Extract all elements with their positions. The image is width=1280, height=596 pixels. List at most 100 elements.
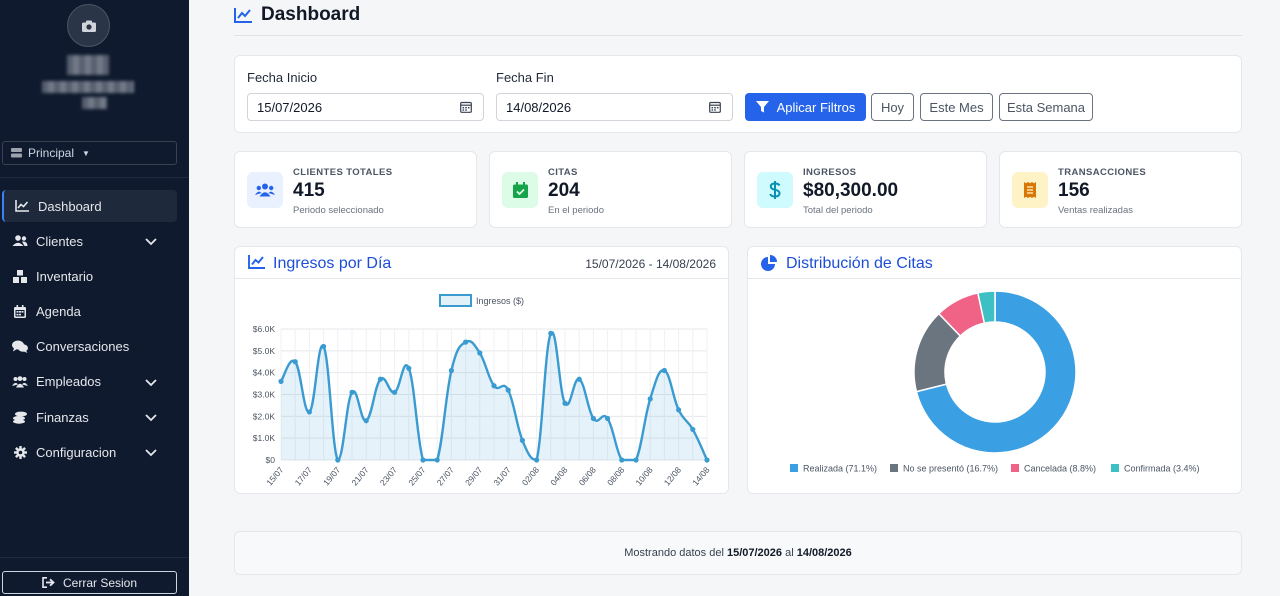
stat-card-appointments: CITAS 204 En el periodo <box>489 151 732 228</box>
x-tick-label: 21/07 <box>349 465 371 488</box>
footer-mid: al <box>785 547 794 559</box>
filters-card: Fecha Inicio 15/07/2026 Fecha Fin 14/08/… <box>234 55 1242 133</box>
data-point[interactable] <box>590 415 596 422</box>
header-divider <box>234 35 1242 36</box>
data-point[interactable] <box>619 457 625 463</box>
data-point[interactable] <box>278 378 284 384</box>
data-point[interactable] <box>534 457 540 463</box>
calendar-icon[interactable] <box>709 101 721 116</box>
y-tick-label: $4.0K <box>253 368 276 378</box>
camera-icon <box>81 20 96 32</box>
data-point[interactable] <box>406 365 412 371</box>
sidebar-item-label: Finanzas <box>36 409 89 425</box>
user-name-redacted <box>67 55 109 75</box>
this-week-label: Esta Semana <box>1006 99 1086 115</box>
calendar-icon[interactable] <box>460 101 472 116</box>
user-email-redacted <box>42 81 134 93</box>
stat-icon-box <box>247 172 283 208</box>
data-point[interactable] <box>519 437 525 443</box>
x-tick-label: 19/07 <box>321 465 343 488</box>
boxes-icon <box>12 268 28 284</box>
legend-swatch <box>890 464 898 472</box>
data-point[interactable] <box>434 457 440 463</box>
data-point[interactable] <box>420 457 426 463</box>
stat-card-transactions: TRANSACCIONES 156 Ventas realizadas <box>999 151 1242 228</box>
data-point[interactable] <box>562 400 568 406</box>
sidebar-item-agenda[interactable]: Agenda <box>2 296 177 328</box>
avatar[interactable] <box>67 4 110 47</box>
data-point[interactable] <box>690 426 696 433</box>
donut-slice[interactable] <box>976 290 996 325</box>
receipt-icon <box>1024 182 1036 198</box>
apply-filters-button[interactable]: Aplicar Filtros <box>745 93 866 121</box>
this-week-button[interactable]: Esta Semana <box>999 93 1093 121</box>
calendar-check-icon <box>512 182 528 198</box>
role-select[interactable]: Principal ▼ <box>2 141 177 165</box>
y-tick-label: $2.0K <box>253 411 276 421</box>
distribution-chart-card: Distribución de Citas Realizada (71.1%) N… <box>747 246 1242 494</box>
stat-value: 156 <box>1058 180 1090 201</box>
data-point[interactable] <box>576 376 582 382</box>
chart-line-icon <box>234 7 252 23</box>
panel-title: Distribución de Citas <box>786 255 933 272</box>
legend-label: Cancelada (8.8%) <box>1024 464 1096 474</box>
legend-label: Realizada (71.1%) <box>803 464 877 474</box>
data-point[interactable] <box>363 418 369 424</box>
data-range-footer: Mostrando datos del 15/07/2026 al 14/08/… <box>234 531 1242 575</box>
today-label: Hoy <box>880 99 905 115</box>
start-date-label: Fecha Inicio <box>247 70 318 85</box>
legend-swatch <box>790 464 798 472</box>
this-month-button[interactable]: Este Mes <box>920 93 993 121</box>
donut-slice[interactable] <box>915 290 1077 454</box>
legend-swatch <box>439 294 472 307</box>
stat-label: INGRESOS <box>803 167 857 178</box>
today-button[interactable]: Hoy <box>871 93 914 121</box>
caret-down-icon: ▼ <box>82 148 90 158</box>
income-chart-card: Ingresos por Día 15/07/2026 - 14/08/2026… <box>234 246 729 494</box>
sidebar-item-label: Configuracion <box>36 444 117 460</box>
chart-line-icon <box>248 255 265 274</box>
data-point[interactable] <box>377 376 383 382</box>
sidebar-item-conversaciones[interactable]: Conversaciones <box>2 331 177 363</box>
data-point[interactable] <box>676 407 682 413</box>
data-point[interactable] <box>306 409 312 415</box>
data-point[interactable] <box>548 330 554 336</box>
data-point[interactable] <box>661 367 667 374</box>
stat-value: 415 <box>293 180 325 201</box>
data-point[interactable] <box>605 415 611 422</box>
data-point[interactable] <box>505 387 511 393</box>
data-point[interactable] <box>491 383 497 389</box>
data-point[interactable] <box>704 457 710 463</box>
sidebar-item-empleados[interactable]: Empleados <box>2 366 177 398</box>
data-point[interactable] <box>392 389 398 395</box>
sidebar-item-dashboard[interactable]: Dashboard <box>2 190 177 222</box>
sidebar-item-clientes[interactable]: Clientes <box>2 225 177 257</box>
end-date-input[interactable]: 14/08/2026 <box>496 93 733 121</box>
panel-title: Ingresos por Día <box>273 255 392 272</box>
start-date-input[interactable]: 15/07/2026 <box>247 93 484 121</box>
chart-line-icon <box>14 198 30 214</box>
data-point[interactable] <box>463 339 469 345</box>
data-point[interactable] <box>292 359 298 365</box>
gear-icon <box>12 444 28 460</box>
y-tick-label: $3.0K <box>253 390 276 400</box>
stat-card-income: INGRESOS $80,300.00 Total del periodo <box>744 151 987 228</box>
y-tick-label: $6.0K <box>253 324 276 334</box>
sidebar-item-inventario[interactable]: Inventario <box>2 260 177 292</box>
footer-prefix: Mostrando datos del <box>624 547 724 559</box>
x-tick-label: 29/07 <box>463 465 485 488</box>
data-point[interactable] <box>321 343 327 350</box>
data-point[interactable] <box>647 396 653 402</box>
stat-icon-box <box>757 172 793 208</box>
data-point[interactable] <box>448 367 454 374</box>
data-point[interactable] <box>349 389 355 395</box>
data-point[interactable] <box>477 350 483 356</box>
x-tick-label: 02/08 <box>520 465 542 488</box>
stat-subtext: Periodo seleccionado <box>293 205 384 216</box>
sidebar-item-finanzas[interactable]: Finanzas <box>2 401 177 433</box>
stat-label: CLIENTES TOTALES <box>293 167 393 178</box>
data-point[interactable] <box>633 457 639 463</box>
data-point[interactable] <box>335 457 341 463</box>
logout-button[interactable]: Cerrar Sesion <box>2 571 177 594</box>
sidebar-item-configuracion[interactable]: Configuracion <box>2 436 177 468</box>
